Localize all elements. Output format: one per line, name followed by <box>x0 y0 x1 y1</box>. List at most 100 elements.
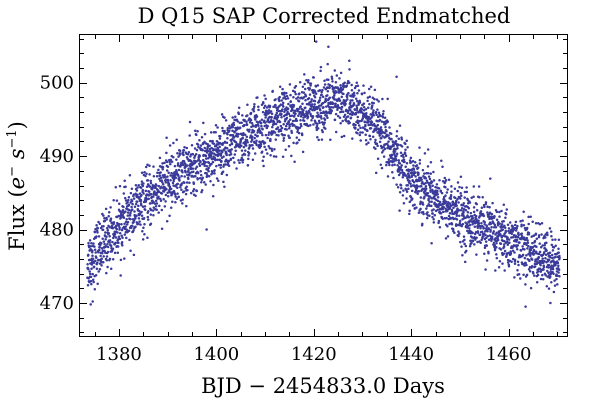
data-point <box>105 226 109 230</box>
data-point <box>365 111 368 115</box>
data-point <box>510 260 513 264</box>
data-point <box>172 156 175 159</box>
data-point <box>336 114 340 118</box>
data-point <box>195 189 199 193</box>
data-point <box>500 224 503 228</box>
data-point <box>267 108 271 112</box>
data-point <box>182 153 185 157</box>
data-point <box>377 111 381 115</box>
data-point <box>303 82 306 86</box>
data-point <box>95 224 98 227</box>
data-point <box>233 153 237 156</box>
data-point <box>299 122 303 126</box>
data-point <box>224 119 228 122</box>
data-point <box>310 119 313 122</box>
data-point <box>214 123 218 127</box>
data-point <box>505 253 509 256</box>
data-point <box>208 139 212 143</box>
data-point <box>200 189 204 192</box>
data-point <box>196 171 200 175</box>
data-point <box>527 215 530 219</box>
data-point <box>498 215 501 218</box>
data-point <box>201 162 204 166</box>
data-point <box>367 115 371 119</box>
data-point <box>393 163 396 166</box>
data-point <box>344 102 347 106</box>
data-point <box>91 249 94 252</box>
data-point <box>412 164 415 167</box>
data-point <box>131 224 134 227</box>
data-point <box>437 187 441 190</box>
data-point <box>313 95 317 99</box>
data-point <box>306 81 310 84</box>
data-point <box>345 84 349 88</box>
data-point <box>375 98 379 101</box>
data-point <box>132 219 136 222</box>
outlier-point <box>327 45 330 48</box>
data-point <box>202 121 205 125</box>
data-point <box>234 149 237 152</box>
data-point <box>511 249 515 252</box>
data-point <box>247 152 251 155</box>
data-point <box>252 105 256 109</box>
data-point <box>391 170 394 174</box>
data-point <box>356 84 360 88</box>
data-point <box>266 124 269 128</box>
data-point <box>473 219 476 222</box>
y-label-prefix: Flux ( <box>5 189 29 251</box>
data-point <box>462 211 465 214</box>
data-point <box>484 227 488 230</box>
data-point <box>282 93 286 96</box>
data-point <box>285 94 289 98</box>
data-point <box>533 262 537 266</box>
data-point <box>309 84 312 87</box>
data-point <box>423 152 427 155</box>
data-point <box>146 179 150 182</box>
data-point <box>371 111 375 114</box>
data-point <box>332 102 335 105</box>
data-point <box>362 105 366 109</box>
data-point <box>448 211 452 215</box>
data-point <box>463 242 466 246</box>
data-point <box>310 98 313 101</box>
data-point <box>340 107 343 111</box>
data-point <box>165 136 168 139</box>
data-point <box>551 256 554 260</box>
data-point <box>420 178 423 181</box>
data-point <box>211 171 214 175</box>
data-point <box>205 171 208 175</box>
data-point <box>297 107 300 111</box>
data-point <box>194 174 197 178</box>
data-point <box>402 201 406 205</box>
data-point <box>225 159 228 163</box>
data-point <box>376 144 379 148</box>
data-point <box>230 138 234 141</box>
data-point <box>546 275 549 278</box>
data-point <box>303 87 307 91</box>
data-point <box>387 140 390 143</box>
data-point <box>155 175 159 178</box>
data-point <box>266 136 269 140</box>
data-point <box>386 120 390 124</box>
data-point <box>177 195 181 199</box>
data-point <box>268 104 272 108</box>
data-point <box>105 235 108 239</box>
data-point <box>123 179 126 182</box>
data-point <box>201 148 204 152</box>
data-point <box>397 173 401 177</box>
data-point <box>334 130 338 134</box>
data-point <box>163 173 166 177</box>
data-point <box>285 116 289 120</box>
data-point <box>133 210 136 213</box>
data-point <box>95 256 98 260</box>
data-point <box>216 126 219 129</box>
data-point <box>379 163 383 166</box>
data-point <box>475 209 479 212</box>
data-point <box>338 116 342 120</box>
data-point <box>287 134 290 138</box>
data-point <box>431 212 434 215</box>
data-point <box>169 206 173 210</box>
data-point <box>505 208 509 211</box>
data-point <box>174 176 178 180</box>
